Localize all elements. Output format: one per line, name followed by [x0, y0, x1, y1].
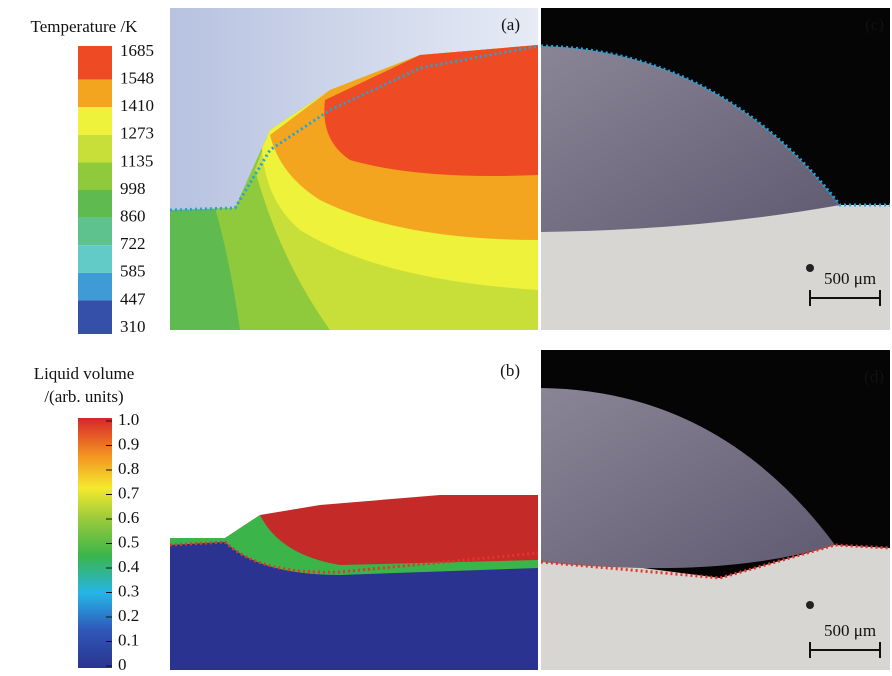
colorbar-tick-label: 0.7: [118, 483, 140, 502]
colorbar-tick-label: 1548: [120, 69, 154, 88]
colorbar-tick-label: 860: [120, 207, 146, 226]
colorbar-tick-label: 0.1: [118, 630, 139, 649]
panel-label: (c): [865, 15, 884, 34]
panel-b: (b): [170, 350, 538, 670]
colorbar-tick-label: 0.9: [118, 434, 139, 453]
panel-label: (d): [864, 367, 884, 386]
figure: Temperature /K 1685 1548 1410 1273 1135 998 86…: [0, 0, 892, 676]
temperature-colorbar: 1685 1548 1410 1273 1135 998 860 722 585 447 310: [78, 41, 154, 336]
panel-a: (a): [170, 8, 538, 330]
colorbar-tick-label: 0: [118, 655, 127, 674]
colorbar-tick-label: 447: [120, 289, 146, 308]
colorbar-tick-label: 0.2: [118, 606, 139, 625]
colorbar-tick-label: 310: [120, 317, 146, 336]
colorbar-tick-label: 1410: [120, 96, 154, 115]
colorbar-tick-label: 998: [120, 179, 146, 198]
colorbar-tick-label: 0.4: [118, 557, 140, 576]
colorbar-band: [78, 107, 112, 135]
panel-c: 500 μm (c): [541, 8, 890, 330]
panel-d: 500 μm (d): [541, 350, 890, 670]
colorbar-title: Liquid volume: [34, 364, 135, 383]
colorbar-band: [78, 135, 112, 163]
colorbar-tick-label: 0.8: [118, 459, 139, 478]
scale-bar-label: 500 μm: [824, 269, 876, 288]
colorbar-tick-label: 0.5: [118, 532, 139, 551]
colorbar-band: [78, 245, 112, 273]
colorbar-band: [78, 300, 112, 334]
colorbar-title: /(arb. units): [44, 387, 123, 406]
colorbar-tick-label: 1273: [120, 124, 154, 143]
colorbar-band: [78, 46, 112, 80]
colorbar-tick-label: 1.0: [118, 410, 139, 429]
colorbar-tick-label: 0.3: [118, 581, 139, 600]
colorbar-band: [78, 273, 112, 301]
colorbar-tick-label: 585: [120, 262, 146, 281]
colorbar-band: [78, 162, 112, 190]
colorbar-band: [78, 80, 112, 108]
colorbar-title: Temperature /K: [31, 17, 139, 36]
panel-label: (b): [500, 361, 520, 380]
colorbar-tick-label: 722: [120, 234, 146, 253]
colorbar-band: [78, 190, 112, 218]
panel-label: (a): [501, 15, 520, 34]
scale-bar-label: 500 μm: [824, 621, 876, 640]
colorbar-tick-label: 1135: [120, 151, 153, 170]
colorbar-band: [78, 218, 112, 246]
colorbar-tick-label: 1685: [120, 41, 154, 60]
colorbar-tick-label: 0.6: [118, 508, 139, 527]
